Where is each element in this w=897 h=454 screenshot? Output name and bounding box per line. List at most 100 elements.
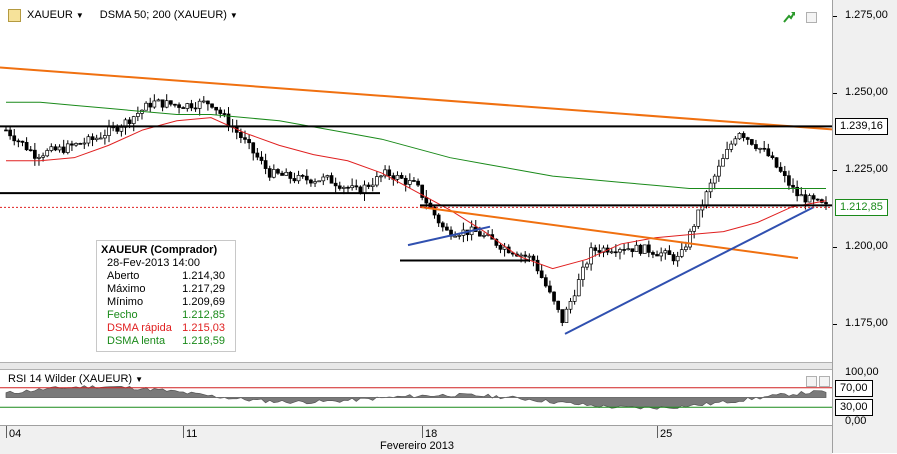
candle	[403, 175, 408, 192]
candle	[152, 94, 157, 109]
candle	[634, 240, 639, 252]
dropdown-arrow-icon: ▼	[229, 11, 238, 20]
candle	[576, 273, 581, 297]
candle	[313, 178, 317, 188]
candle	[173, 103, 177, 108]
rsi-tag: 30,00	[835, 399, 873, 417]
candle	[280, 170, 284, 176]
candle	[57, 144, 62, 153]
candle	[593, 244, 598, 257]
trend-arrow-icon[interactable]	[782, 10, 796, 24]
rsi-tag: 70,00	[835, 379, 873, 397]
candle	[564, 306, 569, 323]
candle	[815, 198, 820, 202]
time-tick-label: 18	[425, 428, 438, 440]
candle	[811, 193, 816, 205]
candle	[671, 252, 676, 265]
candle	[259, 151, 264, 165]
legend-row-label: DSMA lenta	[107, 335, 166, 347]
candle	[642, 244, 647, 254]
candle	[300, 174, 305, 179]
dropdown-arrow-icon: ▼	[135, 375, 143, 384]
candle	[177, 102, 181, 114]
candle	[271, 164, 276, 179]
candle	[37, 153, 41, 166]
price-plot[interactable]: XAUEUR ▼ DSMA 50; 200 (XAUEUR) ▼ XAUEUR (C…	[0, 0, 833, 362]
candle	[8, 126, 12, 140]
candle	[696, 209, 701, 229]
rsi-plot[interactable]: RSI 14 Wilder (XAUEUR) ▼	[0, 370, 832, 425]
legend-row-label: Máximo	[107, 283, 146, 295]
price-tick-label: 1.175,00	[845, 317, 888, 329]
legend-row-label: DSMA rápida	[107, 322, 172, 334]
pane-splitter[interactable]	[0, 362, 897, 370]
candle	[548, 280, 552, 294]
data-legend: XAUEUR (Comprador) 28-Fev-2013 14:00 Abe…	[96, 240, 236, 352]
candle	[445, 223, 449, 231]
candle	[688, 228, 692, 251]
symbol-selector[interactable]: XAUEUR ▼	[27, 9, 84, 21]
candle	[362, 180, 367, 201]
rsi-tick-label: 0,00	[845, 415, 867, 427]
candle	[107, 119, 111, 143]
candle	[32, 142, 37, 166]
candle	[160, 99, 165, 112]
maximize-icon[interactable]	[806, 376, 817, 387]
candle	[762, 140, 767, 152]
rsi-selector[interactable]: RSI 14 Wilder (XAUEUR) ▼	[8, 373, 143, 385]
candle	[749, 138, 754, 146]
candle	[655, 250, 659, 257]
candle	[745, 136, 750, 145]
time-tick-label: 11	[186, 428, 198, 440]
candle	[717, 159, 721, 182]
candle	[552, 291, 556, 305]
candle	[140, 109, 144, 120]
candle	[754, 139, 758, 152]
candle	[103, 129, 107, 145]
candle	[296, 170, 301, 184]
price-axis[interactable]: 1.275,00 1.250,00 1.225,00 1.200,00 1.175,00…	[832, 0, 897, 453]
candle	[164, 94, 169, 109]
price-chart-svg	[0, 66, 833, 335]
candle	[667, 245, 672, 255]
candle	[321, 173, 326, 186]
candle	[366, 182, 371, 190]
candle	[795, 180, 800, 202]
candle	[65, 140, 70, 155]
candle	[531, 254, 536, 267]
candle	[692, 223, 696, 239]
candle	[791, 178, 795, 193]
candle	[70, 140, 74, 152]
candle	[78, 142, 83, 145]
indicator-selector[interactable]: DSMA 50; 200 (XAUEUR) ▼	[100, 9, 238, 21]
candle	[247, 134, 251, 150]
candle	[218, 107, 223, 118]
maximize-icon[interactable]	[806, 12, 817, 23]
pencil-icon[interactable]	[8, 8, 21, 22]
candle	[329, 172, 334, 184]
candle	[675, 251, 680, 267]
candle	[581, 260, 585, 287]
legend-row: DSMA lenta 1.218,59	[101, 335, 231, 348]
support-trendline	[564, 206, 815, 335]
candle	[49, 143, 54, 153]
candle	[725, 141, 729, 160]
candle	[74, 142, 78, 147]
time-tick-mark	[657, 426, 658, 438]
candle	[618, 247, 622, 260]
time-axis[interactable]: 04 11 18 25 Fevereiro 2013	[0, 425, 832, 454]
candle	[317, 180, 322, 183]
chart-header: XAUEUR ▼ DSMA 50; 200 (XAUEUR) ▼	[8, 6, 238, 24]
candle	[560, 309, 565, 327]
close-pane-icon[interactable]	[819, 376, 830, 387]
candle	[770, 151, 775, 160]
candle	[399, 172, 404, 179]
symbol-label: XAUEUR	[27, 9, 73, 21]
candle	[630, 248, 635, 258]
candle	[782, 165, 787, 183]
candle	[86, 134, 91, 147]
candle	[539, 264, 544, 279]
candle	[379, 174, 383, 183]
price-tick-mark	[833, 16, 837, 17]
candle	[168, 100, 173, 107]
